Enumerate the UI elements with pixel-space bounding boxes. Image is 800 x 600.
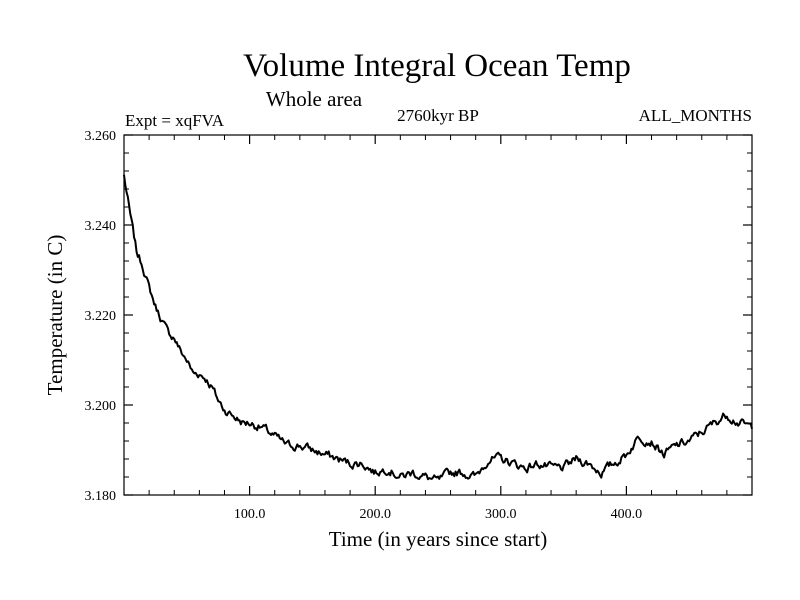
- experiment-label: Expt = xqFVA: [125, 111, 225, 130]
- x-tick-label: 400.0: [611, 507, 643, 522]
- minor-ticks: [124, 135, 752, 495]
- y-axis-label: Temperature (in C): [43, 235, 67, 396]
- chart-title: Volume Integral Ocean Temp: [243, 48, 631, 84]
- y-tick-label: 3.200: [85, 399, 117, 414]
- y-axis-ticks: 3.180 3.200 3.220 3.240 3.260: [85, 129, 752, 504]
- x-tick-label: 200.0: [359, 507, 391, 522]
- x-axis-label: Time (in years since start): [329, 527, 548, 551]
- y-tick-label: 3.240: [85, 219, 117, 234]
- months-label: ALL_MONTHS: [639, 106, 752, 125]
- x-tick-label: 300.0: [485, 507, 517, 522]
- x-axis-ticks: 100.0 200.0 300.0 400.0: [234, 135, 642, 522]
- chart-subtitle: Whole area: [266, 87, 363, 111]
- x-tick-label: 100.0: [234, 507, 266, 522]
- y-tick-label: 3.220: [85, 309, 117, 324]
- plot-frame: [123, 134, 753, 496]
- temperature-series-line: [123, 174, 753, 481]
- y-tick-label: 3.260: [85, 129, 117, 144]
- y-tick-label: 3.180: [85, 489, 117, 504]
- period-label: 2760kyr BP: [397, 106, 479, 125]
